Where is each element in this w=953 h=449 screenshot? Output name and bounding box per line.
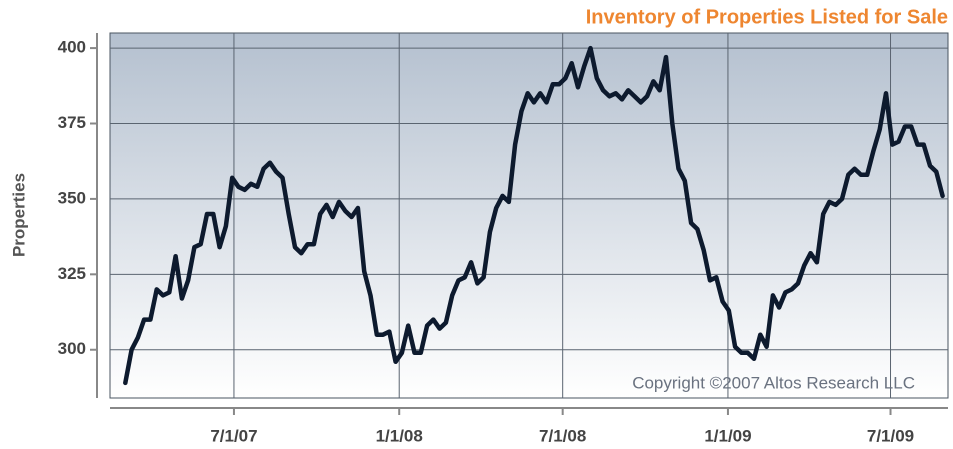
chart-title: Inventory of Properties Listed for Sale — [586, 6, 948, 28]
x-tick-label: 7/1/09 — [867, 426, 914, 445]
y-tick-label: 325 — [58, 264, 86, 283]
y-tick-label: 375 — [58, 113, 86, 132]
y-axis-label: Properties — [9, 173, 28, 257]
x-tick-label: 1/1/09 — [704, 426, 751, 445]
x-tick-label: 7/1/08 — [539, 426, 586, 445]
y-tick-label: 350 — [58, 188, 86, 207]
x-tick-label: 1/1/08 — [376, 426, 423, 445]
y-tick-label: 400 — [58, 38, 86, 57]
data-line — [123, 45, 945, 386]
x-tick-label: 7/1/07 — [210, 426, 257, 445]
copyright: Copyright ©2007 Altos Research LLC — [632, 373, 915, 392]
y-tick-label: 300 — [58, 339, 86, 358]
